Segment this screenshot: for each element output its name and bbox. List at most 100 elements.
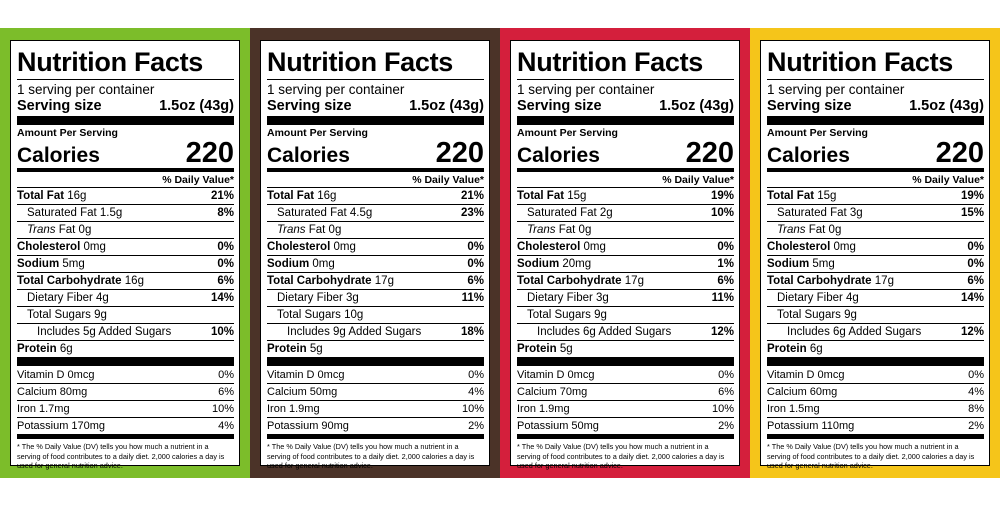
vitamin-dv: 10% <box>461 403 484 415</box>
label-panel-2: Nutrition Facts 1 serving per container … <box>250 28 500 478</box>
cholesterol-label: Cholesterol <box>517 241 581 253</box>
saturated-fat-label: Saturated Fat 3g <box>777 207 863 219</box>
vitamin-label: Iron 1.7mg <box>17 403 70 415</box>
serving-size-label: Serving size <box>767 98 852 114</box>
vitamin-label: Potassium 170mg <box>17 420 106 432</box>
total-fat-row: Total Fat 15g 19% <box>517 188 734 205</box>
sodium-label: Sodium <box>767 258 810 270</box>
vitamin-row: Vitamin D 0mcg 0% <box>517 367 734 384</box>
protein-row: Protein 5g <box>267 341 484 357</box>
total-carbohydrate-label: Total Carbohydrate <box>17 275 122 287</box>
dietary-fiber-row: Dietary Fiber 4g 14% <box>17 290 234 307</box>
thick-divider <box>517 116 734 125</box>
medium-divider <box>517 435 734 439</box>
total-fat-dv: 21% <box>210 190 234 202</box>
nutrition-facts-label: Nutrition Facts 1 serving per container … <box>760 40 990 470</box>
vitamin-label: Iron 1.9mg <box>267 403 320 415</box>
cholesterol-row: Cholesterol 0mg 0% <box>267 239 484 256</box>
medium-divider <box>267 435 484 439</box>
serving-size-label: Serving size <box>17 98 102 114</box>
vitamin-dv: 6% <box>718 386 734 398</box>
trans-fat-amount: Fat 0g <box>308 224 342 236</box>
vitamin-label: Calcium 80mg <box>17 386 88 398</box>
amount-per-serving: Amount Per Serving <box>767 127 868 139</box>
vitamin-row: Potassium 90mg 2% <box>267 418 484 435</box>
trans-fat-amount: Fat 0g <box>558 224 592 236</box>
total-sugars-row: Total Sugars 9g <box>517 307 734 324</box>
total-carbohydrate-label: Total Carbohydrate <box>517 275 622 287</box>
total-carbohydrate-dv: 6% <box>717 275 734 287</box>
medium-divider <box>517 168 734 172</box>
vitamin-row: Calcium 80mg 6% <box>17 384 234 401</box>
label-title: Nutrition Facts <box>17 47 234 80</box>
cholesterol-dv: 0% <box>967 241 984 253</box>
total-fat-dv: 19% <box>960 190 984 202</box>
protein-amount: 6g <box>59 343 73 355</box>
sodium-row: Sodium 5mg 0% <box>17 256 234 273</box>
protein-amount: 5g <box>559 343 573 355</box>
vitamin-label: Vitamin D 0mcg <box>517 369 595 381</box>
vitamin-label: Iron 1.9mg <box>517 403 570 415</box>
label-panel-4: Nutrition Facts 1 serving per container … <box>750 28 1000 478</box>
added-sugars-row: Includes 9g Added Sugars 18% <box>267 324 484 341</box>
sodium-label: Sodium <box>17 258 60 270</box>
thick-divider <box>767 116 984 125</box>
thick-divider <box>17 357 234 366</box>
calories-value: 220 <box>435 137 484 169</box>
total-sugars-label: Total Sugars 9g <box>27 309 107 321</box>
protein-label: Protein <box>767 343 807 355</box>
trans-fat-label: Trans <box>777 224 806 236</box>
sodium-dv: 0% <box>217 258 234 270</box>
vitamin-label: Vitamin D 0mcg <box>17 369 95 381</box>
trans-fat-label: Trans <box>527 224 556 236</box>
total-sugars-row: Total Sugars 10g <box>267 307 484 324</box>
total-fat-dv: 21% <box>460 190 484 202</box>
total-fat-label: Total Fat <box>267 190 315 202</box>
added-sugars-dv: 12% <box>960 326 984 338</box>
protein-amount: 5g <box>309 343 323 355</box>
saturated-fat-dv: 15% <box>960 207 984 219</box>
total-sugars-row: Total Sugars 9g <box>17 307 234 324</box>
dietary-fiber-label: Dietary Fiber 3g <box>527 292 609 304</box>
calories-row: Calories 220 <box>267 137 484 169</box>
calories-row: Calories 220 <box>767 139 984 168</box>
total-carbohydrate-amount: 17g <box>374 275 394 287</box>
calories-value: 220 <box>685 137 734 169</box>
vitamin-dv: 4% <box>218 420 234 432</box>
sodium-dv: 0% <box>967 258 984 270</box>
added-sugars-row: Includes 5g Added Sugars 10% <box>17 324 234 341</box>
trans-fat-label: Trans <box>277 224 306 236</box>
total-fat-label: Total Fat <box>767 190 815 202</box>
dietary-fiber-dv: 14% <box>960 292 984 304</box>
dietary-fiber-label: Dietary Fiber 4g <box>777 292 859 304</box>
total-sugars-label: Total Sugars 9g <box>527 309 607 321</box>
footnote: * The % Daily Value (DV) tells you how m… <box>267 442 475 471</box>
vitamin-dv: 10% <box>711 403 734 415</box>
medium-divider <box>267 168 484 172</box>
calories-label: Calories <box>517 144 600 167</box>
cholesterol-dv: 0% <box>467 241 484 253</box>
vitamin-dv: 10% <box>211 403 234 415</box>
trans-fat-amount: Fat 0g <box>808 224 842 236</box>
calories-label: Calories <box>267 144 350 167</box>
vitamin-row: Potassium 50mg 2% <box>517 418 734 435</box>
total-fat-row: Total Fat 16g 21% <box>267 188 484 205</box>
added-sugars-dv: 10% <box>210 326 234 338</box>
dietary-fiber-label: Dietary Fiber 3g <box>277 292 359 304</box>
sodium-dv: 0% <box>467 258 484 270</box>
total-fat-amount: 15g <box>817 190 837 202</box>
cholesterol-row: Cholesterol 0mg 0% <box>17 239 234 256</box>
vitamin-row: Calcium 70mg 6% <box>517 384 734 401</box>
dietary-fiber-row: Dietary Fiber 3g 11% <box>517 290 734 307</box>
serving-size-label: Serving size <box>517 98 602 114</box>
vitamin-label: Vitamin D 0mcg <box>267 369 345 381</box>
total-fat-amount: 16g <box>67 190 87 202</box>
sodium-row: Sodium 20mg 1% <box>517 256 734 273</box>
added-sugars-label: Includes 9g Added Sugars <box>287 326 422 338</box>
sodium-amount: 5mg <box>812 258 835 270</box>
serving-size-row: Serving size 1.5oz (43g) <box>267 98 484 114</box>
vitamin-dv: 2% <box>718 420 734 432</box>
sodium-label: Sodium <box>517 258 560 270</box>
protein-label: Protein <box>17 343 57 355</box>
servings-per-container: 1 serving per container <box>17 82 155 97</box>
